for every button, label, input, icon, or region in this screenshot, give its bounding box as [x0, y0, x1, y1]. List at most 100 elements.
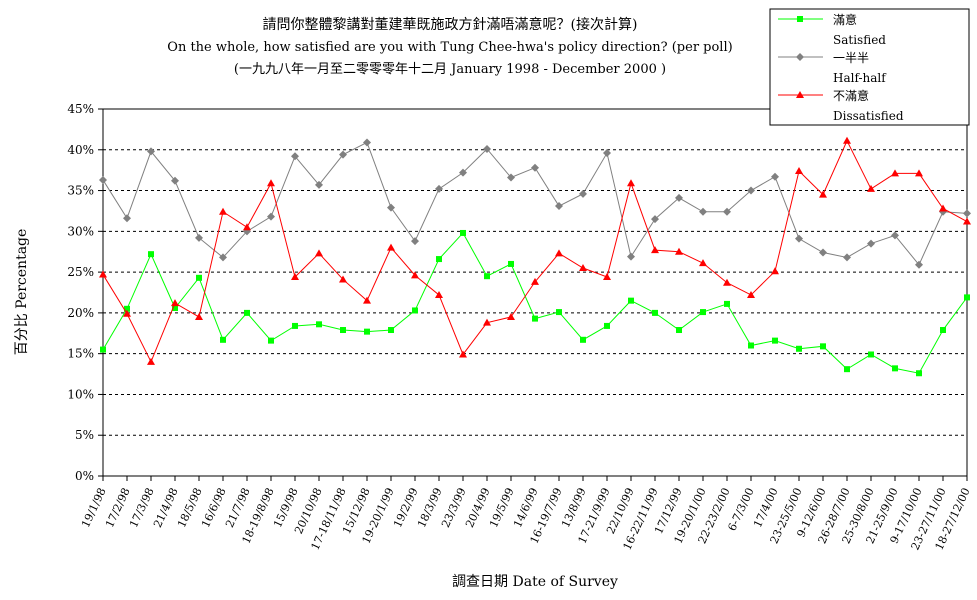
data-point: [532, 315, 538, 322]
data-point: [195, 233, 203, 242]
data-point: [220, 336, 226, 343]
data-point: [700, 309, 706, 316]
legend-label-zh: 不滿意: [833, 88, 869, 103]
data-point: [99, 175, 107, 184]
legend-label-zh: 滿意: [833, 12, 857, 27]
y-tick-label: 15%: [67, 347, 94, 361]
data-point: [556, 309, 562, 316]
data-point: [219, 207, 227, 215]
chart-subtitle: On the whole, how satisfied are you with…: [167, 40, 732, 55]
data-point: [651, 215, 659, 224]
data-point: [628, 297, 634, 304]
series-dissatisfied: [99, 136, 971, 365]
data-point: [675, 193, 683, 202]
data-point: [579, 264, 587, 272]
data-point: [267, 179, 275, 187]
data-point: [171, 299, 179, 307]
data-point: [459, 350, 467, 358]
data-point: [196, 274, 202, 281]
data-point: [99, 270, 107, 278]
data-point: [483, 318, 491, 326]
data-point: [771, 267, 779, 275]
x-axis-label: 調查日期 Date of Survey: [452, 574, 618, 590]
series-satisfied: [100, 229, 970, 377]
x-axis-ticks: 19/1/9817/2/9817/3/9821/4/9818/5/9816/6/…: [79, 476, 973, 552]
data-point: [699, 207, 707, 216]
legend-marker: [797, 16, 803, 22]
data-point: [460, 229, 466, 236]
data-point: [795, 234, 803, 243]
data-point: [867, 184, 875, 192]
y-tick-label: 5%: [75, 428, 94, 442]
data-point: [843, 136, 851, 144]
data-point: [939, 204, 947, 212]
data-point: [580, 336, 586, 343]
legend-entry: 不滿意 Dissatisfied: [778, 88, 904, 123]
data-point: [507, 173, 515, 182]
data-point: [651, 246, 659, 254]
data-point: [387, 203, 395, 212]
legend-marker: [796, 53, 804, 61]
data-point: [771, 172, 779, 181]
data-point: [507, 312, 515, 320]
data-point: [699, 259, 707, 267]
data-point: [123, 309, 131, 317]
data-point: [772, 337, 778, 344]
data-point: [363, 296, 371, 304]
legend-entry: 滿意 Satisfied: [778, 12, 886, 47]
legend-marker: [796, 91, 804, 98]
data-point: [292, 322, 298, 329]
chart-subtitle-period: (一九九八年一月至二零零零年十二月 January 1998 - Decembe…: [234, 62, 666, 77]
plot-area-frame: [102, 108, 968, 477]
data-point: [940, 327, 946, 334]
data-point: [195, 312, 203, 320]
data-point: [555, 202, 563, 211]
data-point: [339, 275, 347, 283]
data-point: [723, 278, 731, 286]
data-point: [891, 231, 899, 240]
y-axis-label: 百分比 Percentage: [14, 229, 30, 356]
data-point: [796, 345, 802, 352]
data-point: [603, 273, 611, 281]
data-point: [963, 217, 971, 225]
series-half-half: [99, 138, 971, 269]
gridlines: [103, 149, 967, 436]
data-point: [603, 149, 611, 158]
legend: 滿意 Satisfied 一半半 Half-half 不滿意 Dissatisfied: [769, 8, 970, 126]
legend-label-zh: 一半半: [833, 51, 869, 65]
data-point: [172, 304, 178, 311]
data-point: [531, 163, 539, 172]
data-point: [915, 260, 923, 269]
data-point: [843, 253, 851, 262]
chart-title-block: 請問你整體黎講對董建華既施政方針滿唔滿意呢？(接次計算) On the whol…: [167, 16, 732, 77]
data-point: [604, 322, 610, 329]
data-point: [724, 300, 730, 307]
data-point: [891, 169, 899, 177]
data-point: [508, 260, 514, 267]
data-point: [316, 321, 322, 328]
data-point: [171, 176, 179, 185]
data-point: [484, 273, 490, 280]
chart-title: 請問你整體黎講對董建華既施政方針滿唔滿意呢？(接次計算): [263, 16, 638, 33]
data-point: [915, 169, 923, 177]
data-point: [339, 150, 347, 159]
data-point: [436, 256, 442, 263]
y-tick-label: 20%: [67, 306, 94, 320]
data-point: [340, 327, 346, 334]
series-line: [102, 232, 968, 374]
data-point: [435, 290, 443, 298]
data-point: [555, 249, 563, 257]
legend-label-en: Dissatisfied: [833, 109, 904, 123]
y-tick-label: 0%: [75, 469, 94, 483]
legend-box: [769, 8, 970, 126]
data-point: [723, 207, 731, 216]
data-point: [147, 357, 155, 365]
data-point: [867, 239, 875, 248]
data-point: [675, 247, 683, 255]
data-point: [267, 212, 275, 221]
data-point: [411, 271, 419, 279]
series-group: [99, 136, 971, 377]
legend-label-en: Satisfied: [833, 33, 886, 47]
data-point: [868, 351, 874, 358]
